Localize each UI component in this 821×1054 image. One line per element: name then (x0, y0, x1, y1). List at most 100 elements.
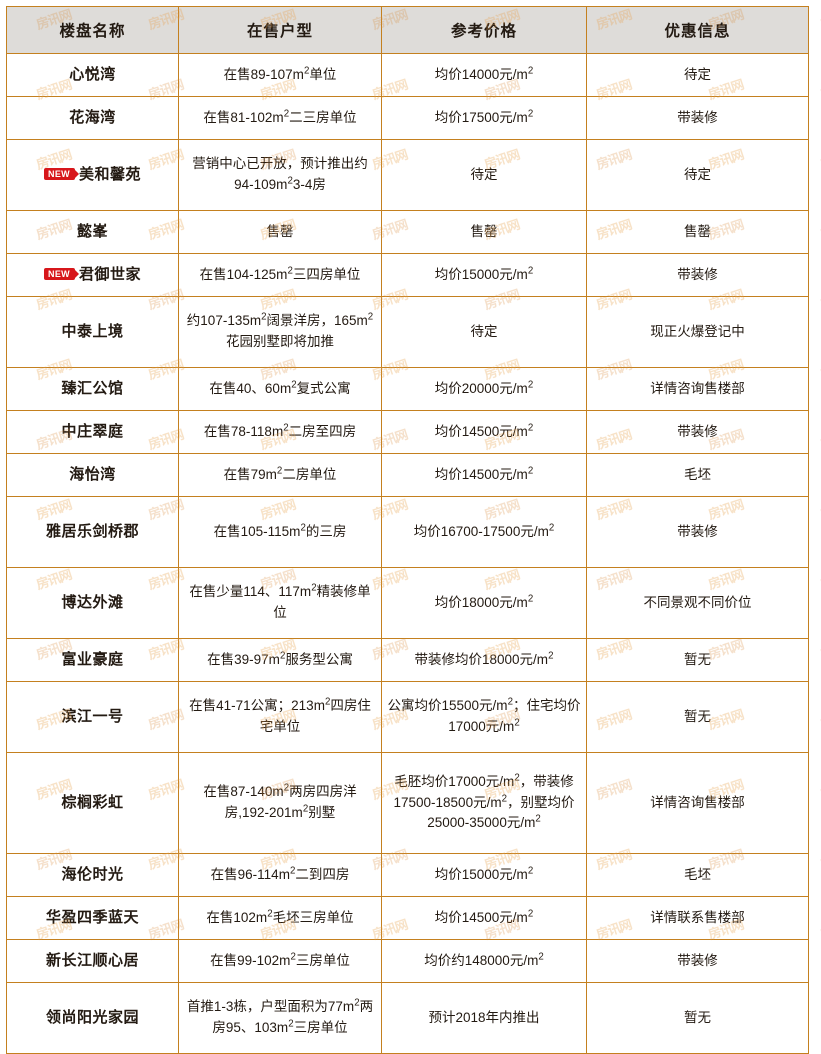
cell-promo-info: 详情联系售楼部 (586, 896, 809, 940)
cell-property-name[interactable]: NEW 君御世家 (6, 253, 179, 297)
table-row[interactable]: 雅居乐剑桥郡 在售105-115m2的三房 均价16700-17500元/m2 带装修 (6, 496, 809, 568)
cell-reference-price: 均价16700-17500元/m2 (381, 496, 587, 568)
cell-unit-type: 在售104-125m2三四房单位 (178, 253, 382, 297)
cell-property-name[interactable]: 臻汇公馆 (6, 367, 179, 411)
column-header-type: 在售户型 (178, 6, 382, 54)
table-row[interactable]: 海伦时光 在售96-114m2二到四房 均价15000元/m2 毛坯 (6, 853, 809, 897)
cell-property-name[interactable]: 滨江一号 (6, 681, 179, 753)
cell-unit-type: 在售105-115m2的三房 (178, 496, 382, 568)
property-name-label: 棕榈彩虹 (61, 794, 124, 812)
cell-reference-price: 公寓均价15500元/m2；住宅均价17000元/m2 (381, 681, 587, 753)
cell-property-name[interactable]: 新长江顺心居 (6, 939, 179, 983)
cell-promo-info: 不同景观不同价位 (586, 567, 809, 639)
table-row[interactable]: 中庄翠庭 在售78-118m2二房至四房 均价14500元/m2 带装修 (6, 410, 809, 454)
table-row[interactable]: 富业豪庭 在售39-97m2服务型公寓 带装修均价18000元/m2 暂无 (6, 638, 809, 682)
cell-unit-type: 在售39-97m2服务型公寓 (178, 638, 382, 682)
cell-promo-info: 详情咨询售楼部 (586, 367, 809, 411)
cell-property-name[interactable]: 博达外滩 (6, 567, 179, 639)
cell-property-name[interactable]: 棕榈彩虹 (6, 752, 179, 854)
cell-property-name[interactable]: 海怡湾 (6, 453, 179, 497)
cell-property-name[interactable]: 华盈四季蓝天 (6, 896, 179, 940)
cell-property-name[interactable]: NEW 美和馨苑 (6, 139, 179, 211)
property-name-label: 花海湾 (69, 109, 116, 127)
cell-property-name[interactable]: 富业豪庭 (6, 638, 179, 682)
cell-property-name[interactable]: 懿峯 (6, 210, 179, 254)
cell-property-name[interactable]: 中庄翠庭 (6, 410, 179, 454)
cell-unit-type: 约107-135m2阔景洋房，165m2花园别墅即将加推 (178, 296, 382, 368)
cell-reference-price: 均价14500元/m2 (381, 410, 587, 454)
table-row[interactable]: 领尚阳光家园 首推1-3栋，户型面积为77m2两房95、103m2三房单位 预计20… (6, 982, 809, 1054)
cell-promo-info: 待定 (586, 139, 809, 211)
property-name-label: 富业豪庭 (61, 651, 124, 669)
property-name-label: 雅居乐剑桥郡 (45, 523, 139, 541)
cell-promo-info: 暂无 (586, 982, 809, 1054)
cell-unit-type: 在售79m2二房单位 (178, 453, 382, 497)
table-row[interactable]: 滨江一号 在售41-71公寓；213m2四房住宅单位 公寓均价15500元/m2；住… (6, 681, 809, 753)
table-row[interactable]: 臻汇公馆 在售40、60m2复式公寓 均价20000元/m2 详情咨询售楼部 (6, 367, 809, 411)
cell-property-name[interactable]: 领尚阳光家园 (6, 982, 179, 1054)
table-row[interactable]: NEW 美和馨苑 营销中心已开放，预计推出约94-109m23-4房 待定 待定 (6, 139, 809, 211)
cell-promo-info: 售罄 (586, 210, 809, 254)
property-name-label: 臻汇公馆 (61, 380, 124, 398)
property-name-label: 海怡湾 (69, 466, 116, 484)
cell-unit-type: 在售102m2毛坯三房单位 (178, 896, 382, 940)
cell-property-name[interactable]: 雅居乐剑桥郡 (6, 496, 179, 568)
cell-reference-price: 均价约148000元/m2 (381, 939, 587, 983)
cell-unit-type: 在售99-102m2三房单位 (178, 939, 382, 983)
table-row[interactable]: 中泰上境 约107-135m2阔景洋房，165m2花园别墅即将加推 待定 现正火爆登记… (6, 296, 809, 368)
cell-unit-type: 在售87-140m2两房四房洋房,192-201m2别墅 (178, 752, 382, 854)
cell-promo-info: 带装修 (586, 496, 809, 568)
cell-reference-price: 均价14000元/m2 (381, 53, 587, 97)
cell-reference-price: 均价15000元/m2 (381, 853, 587, 897)
cell-promo-info: 带装修 (586, 410, 809, 454)
cell-property-name[interactable]: 心悦湾 (6, 53, 179, 97)
cell-reference-price: 待定 (381, 296, 587, 368)
table-row[interactable]: 海怡湾 在售79m2二房单位 均价14500元/m2 毛坯 (6, 453, 809, 497)
cell-reference-price: 均价20000元/m2 (381, 367, 587, 411)
cell-promo-info: 详情咨询售楼部 (586, 752, 809, 854)
table-row[interactable]: 心悦湾 在售89-107m2单位 均价14000元/m2 待定 (6, 53, 809, 97)
cell-reference-price: 毛胚均价17000元/m2，带装修17500-18500元/m2，别墅均价250… (381, 752, 587, 854)
cell-reference-price: 均价17500元/m2 (381, 96, 587, 140)
property-name-label: 滨江一号 (61, 708, 124, 726)
cell-unit-type: 营销中心已开放，预计推出约94-109m23-4房 (178, 139, 382, 211)
column-header-promo: 优惠信息 (586, 6, 809, 54)
table-row[interactable]: 博达外滩 在售少量114、117m2精装修单位 均价18000元/m2 不同景观不同价… (6, 567, 809, 639)
cell-property-name[interactable]: 海伦时光 (6, 853, 179, 897)
cell-promo-info: 毛坯 (586, 853, 809, 897)
property-listing-table: 楼盘名称 在售户型 参考价格 优惠信息 心悦湾 在售89-107m2单位 均价140… (6, 6, 809, 1054)
property-name-label: 华盈四季蓝天 (45, 909, 139, 927)
cell-unit-type: 在售81-102m2二三房单位 (178, 96, 382, 140)
cell-promo-info: 暂无 (586, 681, 809, 753)
listing-table-container: 楼盘名称 在售户型 参考价格 优惠信息 心悦湾 在售89-107m2单位 均价140… (6, 6, 809, 1054)
table-row[interactable]: 新长江顺心居 在售99-102m2三房单位 均价约148000元/m2 带装修 (6, 939, 809, 983)
cell-reference-price: 均价15000元/m2 (381, 253, 587, 297)
cell-reference-price: 带装修均价18000元/m2 (381, 638, 587, 682)
table-row[interactable]: 花海湾 在售81-102m2二三房单位 均价17500元/m2 带装修 (6, 96, 809, 140)
cell-promo-info: 带装修 (586, 939, 809, 983)
cell-promo-info: 待定 (586, 53, 809, 97)
table-row[interactable]: 懿峯 售罄 售罄 售罄 (6, 210, 809, 254)
cell-promo-info: 毛坯 (586, 453, 809, 497)
cell-reference-price: 预计2018年内推出 (381, 982, 587, 1054)
cell-promo-info: 带装修 (586, 96, 809, 140)
property-name-label: 美和馨苑 (78, 166, 141, 184)
cell-unit-type: 在售41-71公寓；213m2四房住宅单位 (178, 681, 382, 753)
table-row[interactable]: NEW 君御世家 在售104-125m2三四房单位 均价15000元/m2 带装修 (6, 253, 809, 297)
cell-promo-info: 带装修 (586, 253, 809, 297)
cell-unit-type: 在售96-114m2二到四房 (178, 853, 382, 897)
cell-property-name[interactable]: 中泰上境 (6, 296, 179, 368)
property-name-label: 领尚阳光家园 (45, 1009, 139, 1027)
cell-unit-type: 售罄 (178, 210, 382, 254)
cell-unit-type: 在售78-118m2二房至四房 (178, 410, 382, 454)
cell-reference-price: 均价18000元/m2 (381, 567, 587, 639)
cell-property-name[interactable]: 花海湾 (6, 96, 179, 140)
table-row[interactable]: 棕榈彩虹 在售87-140m2两房四房洋房,192-201m2别墅 毛胚均价1700… (6, 752, 809, 854)
table-row[interactable]: 华盈四季蓝天 在售102m2毛坯三房单位 均价14500元/m2 详情联系售楼部 (6, 896, 809, 940)
table-header-row: 楼盘名称 在售户型 参考价格 优惠信息 (6, 6, 809, 54)
column-header-name: 楼盘名称 (6, 6, 179, 54)
cell-promo-info: 暂无 (586, 638, 809, 682)
new-badge: NEW (44, 268, 79, 281)
new-badge: NEW (44, 168, 79, 181)
cell-reference-price: 售罄 (381, 210, 587, 254)
